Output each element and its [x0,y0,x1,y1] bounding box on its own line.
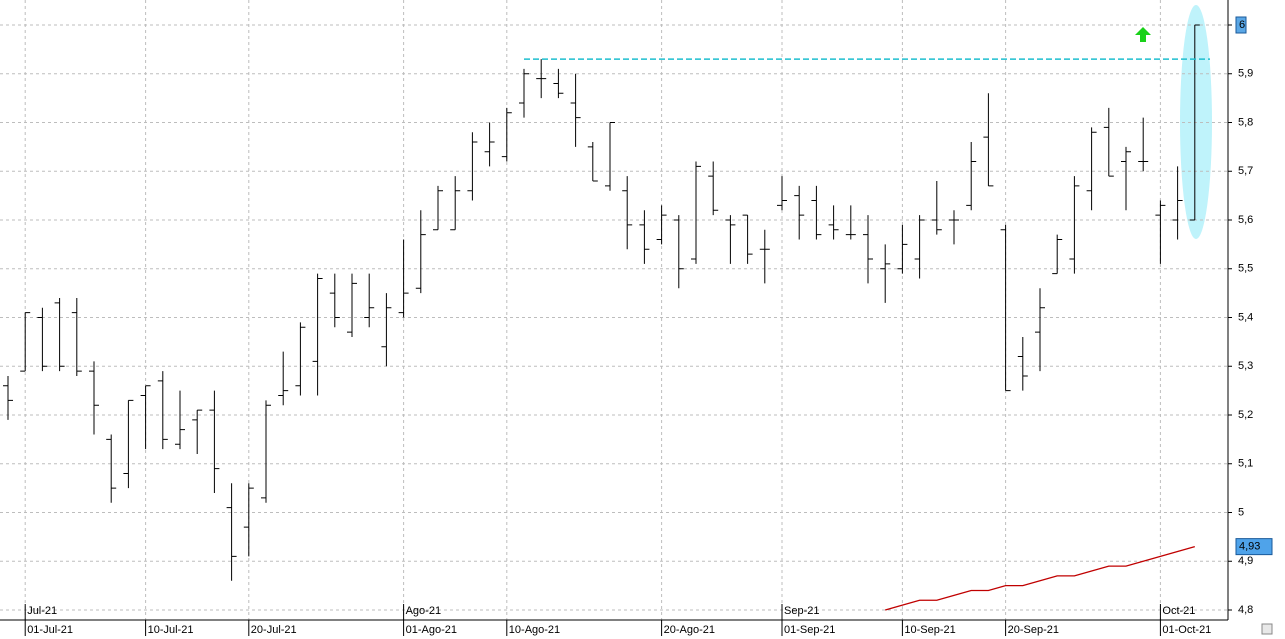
y-tick-label: 4,9 [1238,555,1253,567]
month-label: Jul-21 [27,605,57,617]
y-tick-label: 5,8 [1238,116,1253,128]
x-tick-label: 20-Jul-21 [251,624,297,636]
x-tick-label: 01-Jul-21 [27,624,73,636]
up-arrow [1135,27,1151,42]
month-label: Ago-21 [406,605,441,617]
x-tick-label: 01-Oct-21 [1162,624,1211,636]
price-label: 6 [1239,19,1245,31]
x-tick-label: 20-Sep-21 [1008,624,1059,636]
price-box [1235,16,1247,34]
y-tick-label: 5 [1238,506,1244,518]
price-label: 4,93 [1239,541,1260,553]
x-tick-label: 20-Ago-21 [664,624,715,636]
y-tick-label: 5,1 [1238,458,1253,470]
x-tick-label: 10-Ago-21 [509,624,560,636]
y-tick-label: 5,2 [1238,409,1253,421]
y-tick-label: 5,4 [1238,311,1253,323]
y-tick-label: 5,9 [1238,68,1253,80]
marks [3,24,1210,611]
y-tick-label: 5,6 [1238,214,1253,226]
x-tick-label: 01-Ago-21 [406,624,457,636]
x-tick-label: 01-Sep-21 [784,624,835,636]
moving-average [885,545,1195,611]
month-label: Sep-21 [784,605,819,617]
y-tick-label: 5,5 [1238,263,1253,275]
x-tick-label: 10-Sep-21 [904,624,955,636]
corner-icon[interactable] [1261,623,1273,635]
grid [0,0,1228,620]
y-tick-label: 4,8 [1238,604,1253,616]
y-tick-label: 5,7 [1238,165,1253,177]
month-label: Oct-21 [1162,605,1195,617]
y-tick-label: 5,3 [1238,360,1253,372]
x-tick-label: 10-Jul-21 [148,624,194,636]
price-box [1235,538,1273,556]
